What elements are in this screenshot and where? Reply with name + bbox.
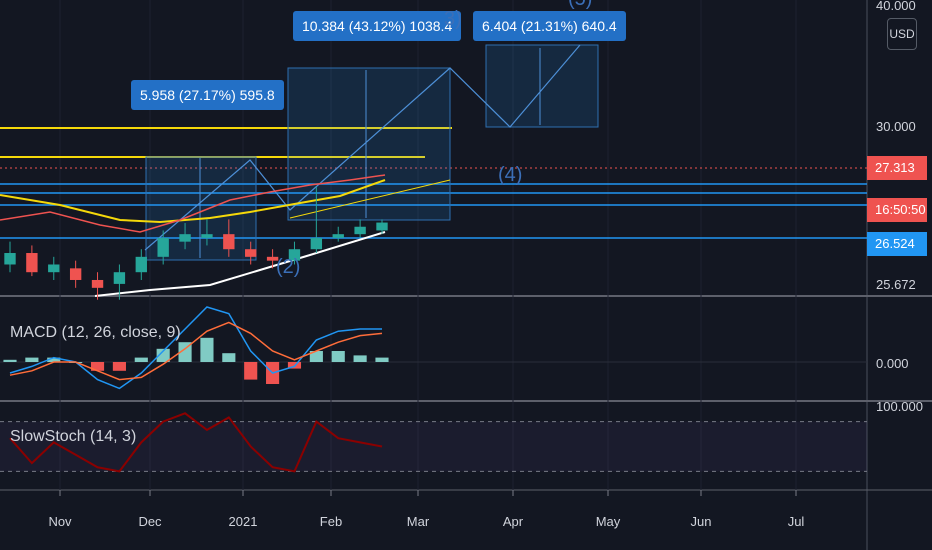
candle-body-2 — [48, 264, 60, 273]
last-price-tag: 27.313 — [867, 156, 927, 180]
stoch-title[interactable]: SlowStoch (14, 3) — [10, 428, 137, 445]
candle-body-0 — [4, 253, 16, 265]
ma-yellow-line — [0, 179, 386, 224]
wave-label-3: 3) — [444, 8, 462, 30]
candle-body-14 — [310, 237, 323, 250]
measure-label-2[interactable]: 10.384 (43.12%) 1038.4 — [293, 11, 462, 41]
macd-hist-14 — [309, 351, 323, 362]
countdown-tag: 16:50:50 — [867, 198, 927, 222]
macd-hist-11 — [244, 362, 258, 380]
macd-hist-17 — [375, 357, 389, 362]
month-mar: Mar — [406, 514, 430, 529]
month-dec: Dec — [138, 514, 162, 529]
candle-body-13 — [288, 249, 301, 261]
horizontal-line-price-tag: 26.524 — [867, 232, 927, 256]
candle-body-5 — [113, 272, 126, 284]
price-tick-25-672: 25.672 — [876, 277, 916, 292]
month-apr: Apr — [502, 514, 524, 529]
wave-label-5: (5) — [568, 0, 592, 11]
candle-body-17 — [376, 222, 388, 231]
month-may: May — [595, 514, 621, 529]
candle-body-7 — [157, 237, 169, 257]
macd-hist-8 — [178, 342, 192, 362]
ma-white-line — [94, 231, 386, 297]
ma-red-line — [0, 174, 386, 233]
wave-path — [144, 44, 581, 251]
candle-body-15 — [332, 234, 344, 238]
price-tick-30: 30.000 — [876, 119, 916, 134]
measure-box-3 — [485, 44, 599, 128]
candle-body-1 — [26, 253, 38, 273]
macd-hist-16 — [353, 355, 367, 362]
price-tick-40: 40.000 — [876, 0, 916, 13]
macd-title[interactable]: MACD (12, 26, close, 9) — [10, 324, 181, 341]
macd-hist-4 — [90, 362, 105, 371]
measure-box-2 — [287, 67, 451, 221]
stoch-band — [0, 421, 867, 472]
candle-body-3 — [69, 268, 82, 280]
candle-body-11 — [245, 249, 257, 257]
month-jun: Jun — [690, 514, 712, 529]
candle-body-16 — [354, 226, 366, 235]
month-nov: Nov — [48, 514, 72, 529]
macd-hist-2 — [47, 357, 61, 362]
candle-body-6 — [135, 256, 147, 273]
wave-label-2: (2) — [276, 256, 301, 278]
currency-badge[interactable]: USD — [887, 18, 917, 50]
macd-hist-1 — [25, 357, 39, 362]
macd-signal-line — [9, 321, 383, 381]
macd-hist-7 — [156, 348, 170, 362]
month-feb: Feb — [319, 514, 343, 529]
month-jul: Jul — [787, 514, 805, 529]
macd-hist-10 — [222, 353, 236, 362]
measure-label-1[interactable]: 5.958 (27.17%) 595.8 — [131, 80, 284, 110]
candle-body-12 — [266, 256, 279, 261]
candle-body-4 — [91, 279, 104, 288]
macd-hist-9 — [200, 337, 214, 362]
stoch-line — [9, 412, 383, 473]
year-2021: 2021 — [228, 514, 258, 529]
macd-axis-zero: 0.000 — [876, 356, 909, 371]
candle-body-9 — [201, 234, 213, 238]
candle-body-10 — [223, 234, 235, 250]
macd-hist-15 — [331, 351, 345, 362]
macd-hist-6 — [134, 357, 148, 362]
stoch-axis-100: 100.000 — [876, 399, 923, 414]
wave-label-4: (4) — [498, 164, 523, 186]
macd-hist-5 — [112, 362, 126, 371]
measure-label-3[interactable]: 6.404 (21.31%) 640.4 — [473, 11, 626, 41]
candle-body-8 — [179, 234, 191, 242]
macd-hist-0 — [3, 359, 17, 362]
